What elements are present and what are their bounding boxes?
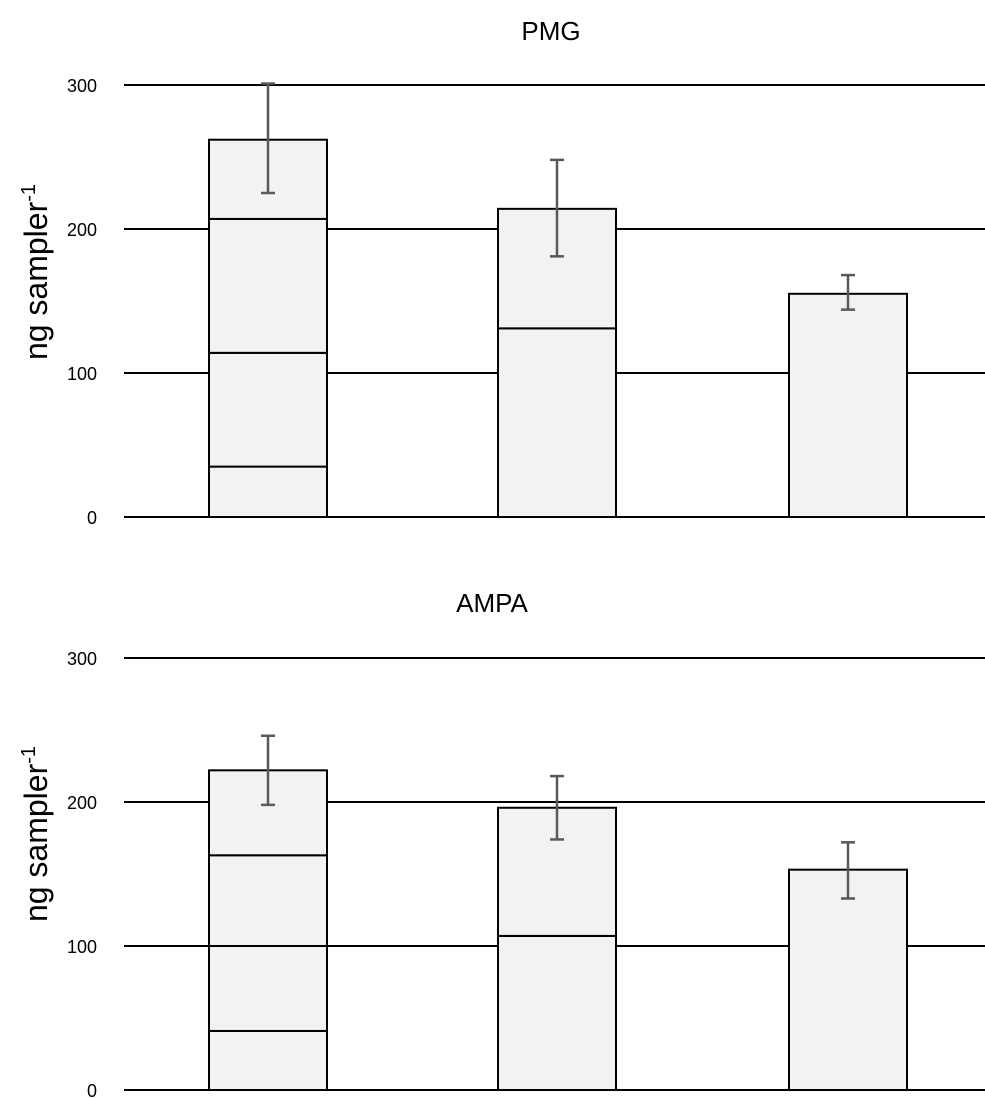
bar-segment	[497, 327, 617, 518]
y-axis-label-superscript: -1	[18, 184, 40, 202]
bar-segment	[208, 854, 328, 948]
chart-title-pmg: PMG	[521, 16, 580, 46]
y-axis-label-text: ng sampler	[18, 201, 54, 360]
bar-segment	[788, 292, 908, 518]
bar-segment	[208, 217, 328, 354]
error-bars-pmg	[261, 82, 855, 311]
bar-segment	[208, 351, 328, 468]
y-tick-labels-ampa: 0 100 200 300	[67, 649, 97, 1099]
chart-panel-pmg: PMG 0 100 200 300 ng sampler-1	[18, 16, 985, 528]
y-axis-label-ampa: ng sampler-1	[18, 746, 54, 922]
bar-segment	[208, 945, 328, 1032]
y-tick-label: 0	[87, 1081, 97, 1099]
y-axis-label-text: ng sampler	[18, 763, 54, 922]
chart-panel-ampa: AMPA 0 100 200 300 ng sampler-1	[18, 588, 985, 1099]
bars-pmg	[208, 138, 908, 519]
bar-segment	[208, 465, 328, 519]
y-tick-label: 100	[67, 937, 97, 957]
y-tick-label: 300	[67, 76, 97, 96]
y-tick-label: 100	[67, 364, 97, 384]
y-tick-label: 200	[67, 793, 97, 813]
chart-title-ampa: AMPA	[456, 588, 528, 618]
y-axis-label-superscript: -1	[18, 746, 40, 764]
bar-segment	[788, 868, 908, 1091]
y-tick-label: 0	[87, 508, 97, 528]
y-tick-label: 300	[67, 649, 97, 669]
error-bars-ampa	[261, 734, 855, 900]
y-tick-labels-pmg: 0 100 200 300	[67, 76, 97, 528]
bar-segment	[497, 934, 617, 1091]
y-tick-label: 200	[67, 220, 97, 240]
y-axis-label-pmg: ng sampler-1	[18, 184, 54, 360]
bar-segment	[208, 1029, 328, 1091]
